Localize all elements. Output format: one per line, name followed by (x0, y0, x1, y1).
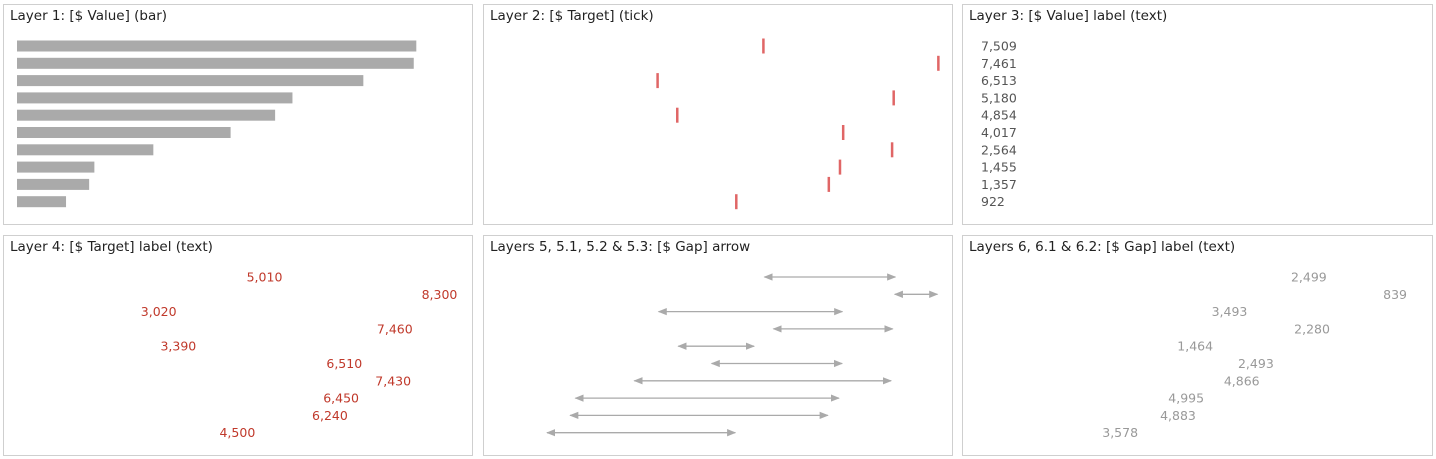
value-label-chart: 7,509 7,461 6,513 5,180 4,854 4,017 2,564 1,455… (981, 39, 1017, 210)
value-label: 6,513 (981, 73, 1017, 88)
bar (17, 92, 293, 104)
target-tick (937, 55, 940, 71)
bar (17, 40, 417, 52)
bar (17, 178, 90, 190)
bar (17, 144, 154, 156)
gap-label: 4,995 (1168, 391, 1204, 406)
value-label: 2,564 (981, 142, 1017, 157)
gap-label-chart: 2,499 839 3,493 2,280 1,464 2,493 4,866 4,995 4,… (1102, 270, 1407, 441)
arrow-chart (546, 273, 939, 437)
target-label: 6,510 (326, 356, 362, 371)
target-label: 4,500 (219, 425, 255, 440)
gap-label: 2,493 (1238, 356, 1274, 371)
panel-bar: Layer 1: [$ Value] (bar) (3, 4, 473, 225)
target-label: 7,460 (377, 321, 413, 336)
target-tick (892, 90, 895, 106)
panel-tick: Layer 2: [$ Target] (tick) (483, 4, 953, 225)
gap-label: 2,280 (1294, 321, 1330, 336)
panel-title: Layer 4: [$ Target] label (text) (10, 239, 213, 255)
bar (17, 127, 231, 138)
bar (17, 109, 276, 121)
value-label: 5,180 (981, 90, 1017, 105)
target-tick (735, 194, 738, 210)
gap-label: 4,866 (1224, 373, 1260, 388)
target-label: 6,240 (312, 408, 348, 423)
value-label: 4,017 (981, 125, 1017, 140)
value-label: 7,509 (981, 39, 1017, 54)
target-label: 6,450 (323, 391, 359, 406)
target-label: 5,010 (247, 270, 283, 285)
target-tick (827, 176, 831, 192)
target-tick (838, 159, 842, 175)
value-label: 1,455 (981, 160, 1017, 175)
target-label-chart: 5,010 8,300 3,020 7,460 3,390 6,510 7,430 6,450… (141, 270, 458, 441)
target-tick (890, 142, 894, 158)
panel-arrow: Layers 5, 5.1, 5.2 & 5.3: [$ Gap] arrow (483, 235, 953, 456)
gap-label: 1,464 (1177, 339, 1213, 354)
tick-chart (656, 38, 940, 210)
value-label: 1,357 (981, 177, 1017, 192)
panel-title: Layers 6, 6.1 & 6.2: [$ Gap] label (text… (969, 239, 1236, 255)
target-tick (841, 125, 845, 140)
value-label: 4,854 (981, 108, 1017, 123)
panel-title: Layer 1: [$ Value] (bar) (10, 8, 168, 24)
bar (17, 75, 364, 87)
gap-label: 4,883 (1160, 408, 1196, 423)
target-tick (676, 107, 679, 123)
target-label: 8,300 (422, 287, 458, 302)
bar-chart (17, 40, 417, 208)
bar (17, 196, 67, 208)
bar (17, 161, 95, 173)
target-label: 7,430 (375, 373, 411, 388)
panel-title: Layer 3: [$ Value] label (text) (969, 8, 1168, 24)
target-label: 3,390 (160, 339, 196, 354)
value-label: 7,461 (981, 56, 1017, 71)
panel-gap-label: Layers 6, 6.1 & 6.2: [$ Gap] label (text… (962, 235, 1433, 456)
target-label: 3,020 (141, 304, 177, 319)
gap-label: 839 (1383, 287, 1407, 302)
value-label: 922 (981, 194, 1005, 209)
bar (17, 57, 414, 69)
target-tick (762, 38, 765, 54)
panel-target-label: Layer 4: [$ Target] label (text) 5,010 8,… (3, 235, 473, 456)
panel-title: Layers 5, 5.1, 5.2 & 5.3: [$ Gap] arrow (490, 239, 751, 255)
panel-title: Layer 2: [$ Target] (tick) (490, 8, 654, 24)
gap-label: 3,578 (1102, 425, 1138, 440)
gap-label: 3,493 (1212, 304, 1248, 319)
panel-value-label: Layer 3: [$ Value] label (text) 7,509 7,4… (962, 4, 1433, 225)
target-tick (656, 73, 659, 89)
gap-label: 2,499 (1291, 270, 1327, 285)
